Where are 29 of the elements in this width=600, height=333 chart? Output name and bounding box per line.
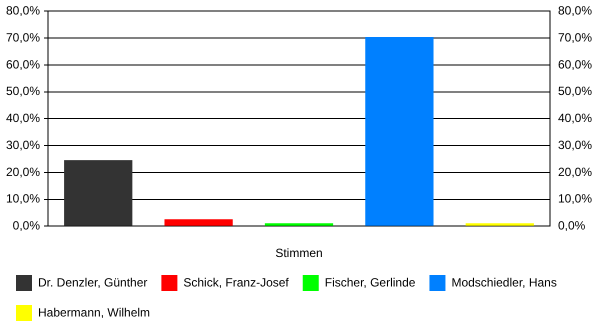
y-tick-label: 60,0% bbox=[6, 57, 40, 72]
y-tick-label: 40,0% bbox=[6, 111, 40, 126]
bar bbox=[466, 223, 534, 226]
y-tick-label: 50,0% bbox=[6, 84, 40, 98]
bar bbox=[164, 219, 233, 226]
y-tick-label: 30,0% bbox=[6, 138, 40, 152]
y2-tick-label: 10,0% bbox=[558, 192, 592, 206]
y2-tick-label: 40,0% bbox=[558, 111, 592, 126]
legend-label: Schick, Franz-Josef bbox=[183, 275, 290, 290]
y2-tick-label: 60,0% bbox=[558, 57, 592, 72]
y-tick-label: 20,0% bbox=[6, 164, 40, 179]
y2-tick-label: 50,0% bbox=[558, 84, 592, 98]
y2-tick-label: 70,0% bbox=[558, 30, 592, 44]
x-axis-title: Stimmen bbox=[275, 246, 323, 260]
y-tick-label: 80,0% bbox=[6, 4, 40, 18]
y2-tick-label: 0,0% bbox=[558, 218, 586, 233]
bar bbox=[264, 223, 334, 226]
y2-tick-label: 20,0% bbox=[558, 164, 592, 179]
legend-label: Habermann, Wilhelm bbox=[38, 305, 150, 320]
legend-label: Fischer, Gerlinde bbox=[324, 275, 416, 290]
bar bbox=[64, 160, 132, 226]
bar bbox=[365, 37, 434, 226]
y-tick-label: 0,0% bbox=[12, 218, 40, 233]
legend-label: Dr. Denzler, Günther bbox=[38, 275, 148, 290]
y2-tick-label: 30,0% bbox=[558, 138, 592, 152]
y-tick-label: 70,0% bbox=[6, 30, 40, 44]
y2-tick-label: 80,0% bbox=[558, 4, 592, 18]
y-tick-label: 10,0% bbox=[6, 192, 40, 206]
legend-label: Modschiedler, Hans bbox=[451, 275, 557, 290]
